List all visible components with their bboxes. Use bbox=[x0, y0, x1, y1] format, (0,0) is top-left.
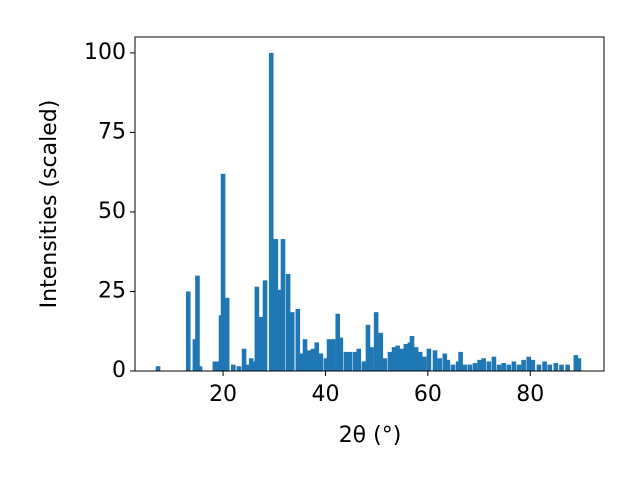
bar bbox=[365, 324, 371, 371]
bar bbox=[542, 361, 547, 371]
bar bbox=[486, 361, 492, 371]
bar bbox=[421, 356, 427, 371]
x-tick-label: 60 bbox=[414, 382, 442, 407]
bar bbox=[547, 364, 553, 371]
bar bbox=[481, 358, 486, 371]
bar bbox=[516, 364, 522, 371]
bar bbox=[289, 312, 295, 371]
x-tick-label: 80 bbox=[516, 382, 544, 407]
bar bbox=[496, 364, 502, 371]
bar bbox=[491, 356, 497, 371]
bar bbox=[576, 358, 582, 371]
bar bbox=[369, 347, 374, 371]
bar bbox=[268, 52, 274, 372]
bar bbox=[195, 275, 200, 371]
bar bbox=[241, 348, 247, 371]
bar bbox=[399, 348, 405, 371]
bar bbox=[302, 339, 308, 371]
bar bbox=[373, 312, 379, 371]
bar bbox=[356, 348, 362, 371]
bar bbox=[295, 308, 301, 371]
bar bbox=[413, 347, 419, 371]
bar bbox=[192, 339, 198, 371]
bar bbox=[387, 351, 393, 371]
bar bbox=[442, 353, 448, 371]
bar bbox=[343, 351, 349, 371]
bar bbox=[299, 353, 305, 371]
y-tick-label: 75 bbox=[98, 119, 126, 144]
x-tick-label: 20 bbox=[209, 382, 237, 407]
bar bbox=[467, 364, 473, 371]
bar bbox=[403, 343, 409, 371]
bar bbox=[565, 364, 570, 371]
bar bbox=[455, 361, 461, 371]
bar bbox=[352, 351, 358, 371]
bar bbox=[409, 336, 415, 371]
bar bbox=[258, 316, 264, 371]
bar bbox=[526, 356, 532, 371]
y-tick-label: 25 bbox=[98, 278, 126, 303]
bar bbox=[477, 359, 482, 371]
bar bbox=[212, 361, 218, 371]
bar bbox=[306, 350, 312, 371]
bar bbox=[432, 350, 438, 371]
x-tick-label: 40 bbox=[311, 382, 339, 407]
bar bbox=[155, 366, 161, 371]
bar bbox=[426, 348, 432, 371]
bar bbox=[506, 364, 512, 371]
y-tick-label: 100 bbox=[84, 40, 126, 65]
y-tick-label: 50 bbox=[98, 199, 126, 224]
bar bbox=[326, 339, 332, 371]
bar bbox=[273, 238, 279, 371]
bar bbox=[559, 364, 564, 371]
bar bbox=[450, 364, 456, 371]
bar bbox=[347, 351, 353, 371]
bar bbox=[553, 363, 559, 371]
bar bbox=[248, 358, 254, 371]
bar bbox=[244, 364, 250, 371]
bar bbox=[458, 351, 463, 371]
bar bbox=[335, 313, 341, 371]
bar bbox=[251, 361, 257, 371]
bar bbox=[220, 173, 226, 371]
bar bbox=[472, 363, 478, 371]
bar bbox=[437, 358, 442, 371]
bar bbox=[501, 363, 506, 371]
bar bbox=[314, 342, 320, 371]
bar bbox=[417, 351, 423, 371]
bar bbox=[521, 359, 526, 371]
bar bbox=[323, 358, 329, 371]
bar bbox=[330, 339, 336, 371]
bar bbox=[530, 359, 536, 371]
bar bbox=[276, 289, 282, 371]
bar bbox=[511, 361, 517, 371]
bar bbox=[361, 361, 367, 371]
bar bbox=[285, 273, 291, 371]
x-axis-label: 2θ (°) bbox=[339, 423, 402, 448]
bar bbox=[378, 332, 384, 371]
bar bbox=[215, 361, 221, 371]
bar bbox=[395, 345, 400, 371]
bar bbox=[382, 358, 388, 371]
bar bbox=[280, 238, 286, 371]
bar bbox=[445, 359, 451, 371]
bar bbox=[573, 355, 579, 371]
bar bbox=[197, 366, 203, 371]
bar bbox=[231, 364, 236, 371]
y-axis-label: Intensities (scaled) bbox=[37, 100, 62, 309]
plot-frame bbox=[134, 36, 605, 372]
bar bbox=[536, 364, 542, 371]
bar bbox=[338, 337, 344, 371]
bar bbox=[224, 297, 230, 371]
bar bbox=[462, 364, 468, 371]
bar bbox=[236, 366, 242, 371]
bar bbox=[310, 348, 316, 371]
bar bbox=[391, 347, 397, 371]
bar bbox=[262, 280, 268, 371]
bar bbox=[318, 353, 324, 371]
y-tick-label: 0 bbox=[112, 358, 126, 383]
bar bbox=[185, 291, 191, 371]
bar bbox=[254, 286, 260, 371]
